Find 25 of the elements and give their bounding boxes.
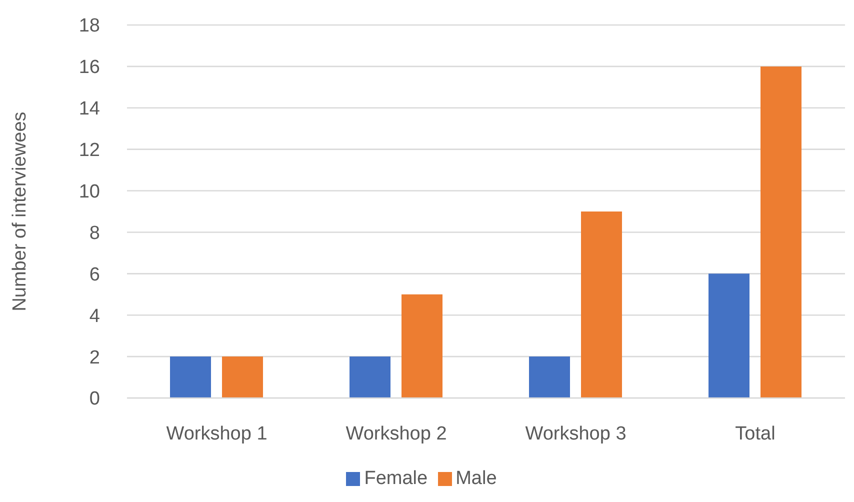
bar: [350, 356, 390, 398]
bar: [529, 356, 570, 398]
bar: [222, 356, 263, 398]
x-tick-label: Workshop 1: [166, 423, 268, 444]
y-tick-label: 2: [89, 347, 100, 368]
x-tick-label: Workshop 3: [525, 423, 626, 444]
y-axis-title: Number of interviewees: [10, 112, 30, 312]
bar: [170, 356, 211, 398]
y-tick-label: 12: [78, 140, 100, 162]
legend-label: Male: [456, 468, 497, 489]
bar: [402, 294, 442, 398]
x-tick-label: Total: [735, 423, 776, 444]
y-tick-label: 16: [78, 57, 100, 78]
bar: [581, 212, 622, 398]
y-tick-label: 0: [89, 388, 100, 410]
y-tick-label: 10: [78, 182, 100, 203]
x-tick-label: Workshop 2: [346, 423, 447, 444]
bar: [760, 66, 802, 398]
y-tick-label: 8: [89, 222, 100, 244]
y-tick-label: 6: [89, 264, 100, 286]
y-tick-label: 4: [89, 306, 100, 327]
legend-label: Female: [364, 468, 428, 489]
y-tick-label: 18: [78, 16, 100, 37]
y-tick-label: 14: [78, 98, 100, 120]
bar: [708, 274, 750, 398]
